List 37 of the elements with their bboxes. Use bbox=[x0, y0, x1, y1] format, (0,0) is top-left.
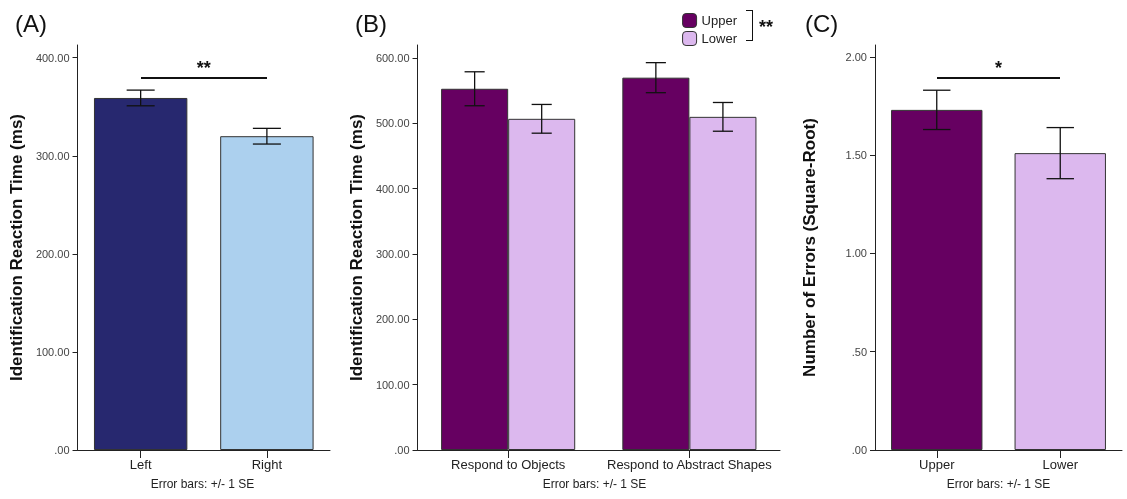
x-tick-label: Right bbox=[251, 457, 283, 472]
legend-label: Upper bbox=[701, 13, 738, 28]
text: Error bars: +/- 1 SE bbox=[542, 477, 647, 491]
y-axis-title: Identification Reaction Time (ms) bbox=[7, 113, 26, 382]
x-tick-label: Respond to Abstract Shapes bbox=[607, 457, 773, 472]
y-axis-title: Identification Reaction Time (ms) bbox=[347, 113, 366, 382]
y-tick-label: 300.00 bbox=[375, 248, 410, 261]
y-tick-label: .00 bbox=[394, 444, 410, 456]
y-tick-label: 500.00 bbox=[375, 117, 410, 130]
legend-label: Lower bbox=[701, 31, 738, 46]
chart-title: (C) bbox=[805, 9, 839, 37]
y-tick-label: 1.50 bbox=[845, 149, 867, 162]
chart-title: (B) bbox=[355, 9, 387, 37]
y-tick-label: .00 bbox=[851, 444, 867, 456]
annotation: * bbox=[994, 58, 1003, 79]
y-tick-label: 200.00 bbox=[35, 247, 70, 260]
text: ** bbox=[758, 17, 774, 37]
y-tick-label: 300.00 bbox=[35, 149, 70, 162]
x-tick-label: Upper bbox=[919, 457, 956, 472]
y-tick-label: 200.00 bbox=[375, 313, 410, 326]
text: Error bars: +/- 1 SE bbox=[150, 477, 255, 491]
y-tick-label: 100.00 bbox=[375, 378, 410, 391]
text: Error bars: +/- 1 SE bbox=[946, 477, 1051, 491]
y-tick-label: .00 bbox=[54, 444, 70, 456]
y-tick-label: 2.00 bbox=[845, 50, 867, 63]
annotation: ** bbox=[196, 58, 211, 79]
x-tick-label: Respond to Objects bbox=[451, 457, 566, 472]
y-tick-label: 400.00 bbox=[35, 51, 70, 64]
y-tick-label: 400.00 bbox=[375, 182, 410, 195]
y-tick-label: 600.00 bbox=[375, 52, 410, 65]
y-axis-title: Number of Errors (Square-Root) bbox=[800, 118, 819, 377]
x-tick-label: Left bbox=[129, 457, 152, 472]
y-tick-label: 1.00 bbox=[845, 247, 867, 260]
chart-title: (A) bbox=[15, 9, 47, 37]
y-tick-label: .50 bbox=[851, 345, 867, 358]
x-tick-label: Lower bbox=[1042, 457, 1079, 472]
y-tick-label: 100.00 bbox=[35, 345, 70, 358]
